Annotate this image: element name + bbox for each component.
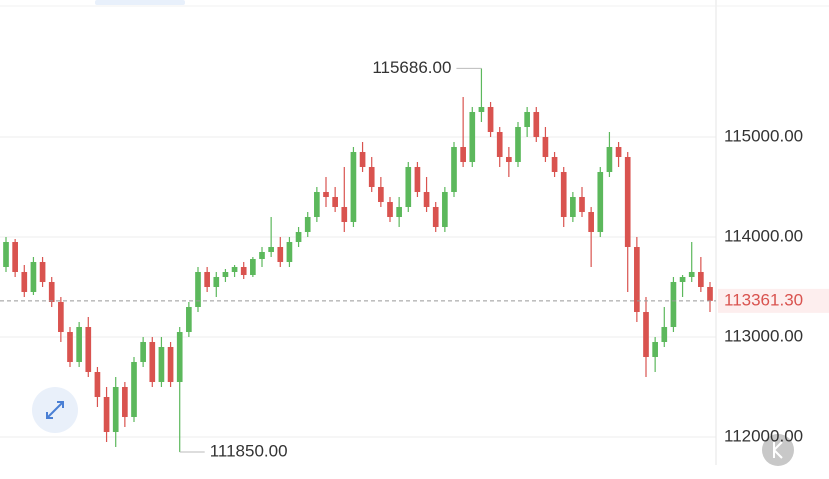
k-button[interactable] [762,434,794,466]
candle-body [213,277,220,287]
candle-body [268,247,274,252]
candle-body [551,157,558,172]
candle-body [21,272,28,292]
candle-body [533,112,540,137]
k-circle[interactable] [762,434,794,466]
candle-body [341,207,348,222]
candle-body [405,167,412,207]
expand-icon[interactable] [46,401,64,419]
candle-body [167,347,174,382]
candle-body [378,187,384,202]
candle-body [661,327,668,342]
k-icon[interactable] [773,441,783,459]
candle-body [460,147,466,162]
candle-body [3,242,9,267]
candle-body [204,272,210,287]
candle-body [131,362,137,417]
candle-body [76,327,82,362]
candle-body [222,272,229,277]
candle-body [597,172,604,232]
expand-button[interactable] [32,387,78,433]
top-tab [95,0,185,5]
y-tick-label: 114000.00 [724,226,803,245]
candle-body [149,342,156,382]
candle-body [259,252,265,259]
candle-body [304,217,311,232]
candle-body [524,112,530,127]
candle-body [579,197,585,212]
candle-body [670,282,677,327]
candle-body [432,207,439,227]
candle-body [176,332,183,382]
candle-body [442,192,448,227]
candle-body [186,307,192,332]
candle-body [688,272,695,277]
candle-body [48,282,55,302]
candle-body [570,197,576,217]
y-tick-label: 112000.00 [724,426,803,445]
y-tick-label: 115000.00 [724,126,803,145]
candle-body [58,302,64,332]
y-tick-label: 113000.00 [724,326,803,345]
candle-body [414,167,421,192]
candle-body [496,132,503,157]
candle-body [30,262,37,292]
candle-body [158,347,165,382]
candle-body [140,342,146,362]
candle-body [122,387,128,417]
candle-body [478,107,485,112]
candle-body [707,287,713,301]
candle-body [387,202,393,217]
candle-body [94,372,101,397]
candle-body [469,112,476,162]
candle-body [624,157,631,247]
candle-body [295,232,302,242]
candle-body [350,152,357,222]
candle-body [506,157,512,162]
candle-body [67,332,73,362]
candle-body [112,387,119,432]
candle-body [643,312,649,357]
candle-body [634,247,640,312]
candle-body [250,259,256,275]
candle-body [368,167,375,187]
candle-body [560,172,567,217]
candle-body [39,262,46,282]
candle-body [240,267,247,275]
candle-body [588,212,594,232]
min-label: 111850.00 [210,441,288,460]
candle-body [515,127,521,162]
candle-body [606,147,613,172]
candle-body [451,147,457,192]
last-price-bg [718,288,829,313]
max-label: 115686.00 [372,58,451,77]
candle-body [314,192,320,217]
candle-body [359,152,366,167]
last-price-label: 113361.30 [724,290,803,309]
candle-body [85,327,92,372]
candle-body [332,197,338,207]
candle-body [277,247,284,262]
candle-body [487,107,494,132]
candle-body [286,242,293,262]
candle-body [615,147,622,157]
candle-body [698,272,704,287]
candle-body [542,137,549,157]
candle-body [323,192,329,197]
candle-body [423,192,430,207]
candle-body [652,342,658,357]
candle-body [195,272,201,307]
candle-body [103,397,110,432]
candle-body [396,207,402,217]
candle-body [12,242,18,272]
candle-body [679,277,686,282]
candle-body [231,267,238,272]
